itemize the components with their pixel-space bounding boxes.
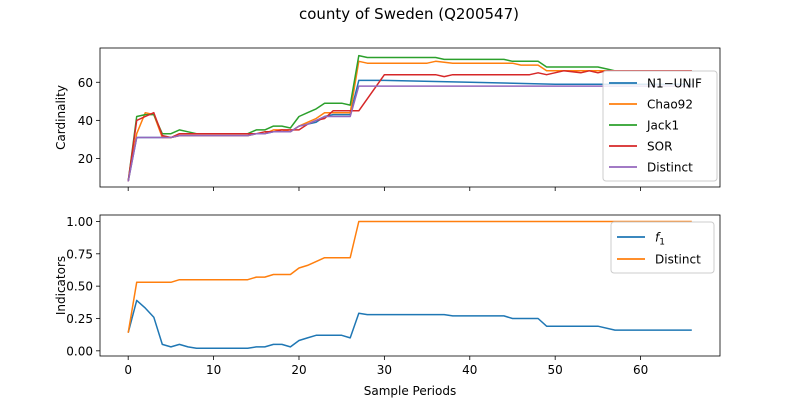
y-axis-label-0: Cardinality: [54, 85, 68, 150]
x-tick-label-1-0: 0: [124, 363, 132, 377]
y-tick-label-1-1: 0.25: [66, 312, 93, 326]
legend-0: N1−UNIF Chao92 Jack1 SOR Distinct: [602, 70, 718, 182]
indicators-panel: 0 10 20 30 40 50 60 0.00 0.25 0.50 0.75 1.00 Indicat…: [54, 214, 721, 398]
y-tick-label-1-4: 1.00: [66, 215, 93, 229]
x-axis-label-1: Sample Periods: [364, 384, 456, 398]
x-tick-label-1-4: 40: [462, 363, 477, 377]
y-tick-label-0-0: 20: [78, 152, 93, 166]
y-tick-label-1-2: 0.50: [66, 280, 93, 294]
legend-1: f1 Distinct: [610, 221, 715, 274]
legend-label-0-0: N1−UNIF: [647, 77, 702, 91]
y-tick-label-1-0: 0.00: [66, 344, 93, 358]
x-tick-label-1-6: 60: [633, 363, 648, 377]
x-tick-label-1-2: 20: [291, 363, 306, 377]
legend-label-0-2: Jack1: [646, 119, 679, 133]
legend-box-0: [602, 70, 718, 182]
y-tick-label-1-3: 0.75: [66, 247, 93, 261]
series-line-0-3: [127, 70, 692, 182]
y-tick-label-0-2: 60: [78, 76, 93, 90]
y-tick-label-0-1: 40: [78, 114, 93, 128]
legend-box-1: [610, 221, 715, 274]
series-line-1-1: [127, 220, 692, 333]
series-line-0-4: [127, 85, 692, 182]
legend-label-0-4: Distinct: [647, 161, 693, 175]
y-axis-label-1: Indicators: [54, 256, 68, 315]
figure-title: county of Sweden (Q200547): [299, 5, 519, 23]
legend-label-1-0: f1: [655, 231, 665, 248]
x-tick-label-1-5: 50: [548, 363, 563, 377]
legend-label-0-3: SOR: [647, 140, 672, 154]
x-tick-label-1-3: 30: [377, 363, 392, 377]
cardinality-panel: 20 40 60 Cardinality N1−UNIF Chao92 Jack1 SOR Di…: [54, 47, 721, 191]
x-tick-label-1-1: 10: [206, 363, 221, 377]
legend-label-0-1: Chao92: [647, 98, 693, 112]
legend-label-1-1: Distinct: [655, 253, 701, 267]
series-line-0-2: [127, 54, 692, 182]
series-line-1-0: [127, 299, 692, 349]
axes-frame-1: [99, 214, 721, 357]
axes-frame-0: [99, 47, 721, 188]
